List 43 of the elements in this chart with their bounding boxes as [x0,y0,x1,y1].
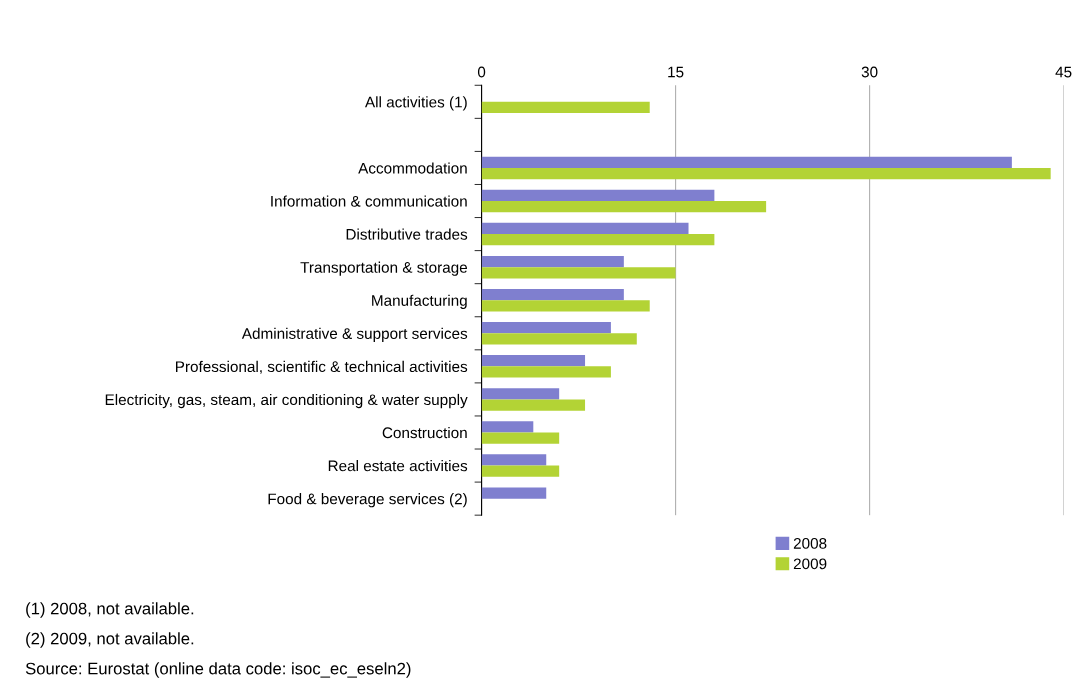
bar [481,322,611,334]
bar [481,355,586,367]
bar [481,255,624,268]
y-tick-label: Distributive trades [346,228,468,240]
source-note: Source: Eurostat (online data code: isoc_ec_eseln2) [25,662,411,678]
bar [481,156,1012,168]
bar [481,267,676,279]
text: (1) 2008, not available. [26,602,194,618]
y-tick-label: Information & communication [271,195,467,207]
bar [481,487,547,499]
bar [481,333,637,345]
legend-label: 2008 [793,538,827,549]
y-tick-label: Construction [382,426,467,439]
x-tick-label: 0 [477,66,486,78]
bar [481,421,534,433]
y-tick-label: Administrative & support services [241,327,468,342]
bar [481,189,715,202]
bar [481,201,767,213]
bar [481,288,624,301]
y-tick-label: Manufacturing [372,294,467,309]
bar [481,465,560,477]
y-tick-label: Real estate activities [328,460,468,472]
legend-label: 2009 [793,558,827,570]
bar [481,454,547,466]
y-tick-label: Transportation & storage [300,261,468,276]
y-tick-label: Electricity, gas, steam, air conditioning & water supply [105,393,468,409]
y-tick-label: All activities (1) [364,96,467,111]
bar [481,432,560,444]
text: (2) 2009, not available. [26,632,194,648]
y-tick-label: Professional, scientific & technical activities [176,360,468,374]
x-tick-label: 45 [1055,66,1072,78]
bar [481,234,715,246]
bar [481,300,650,312]
bar [481,366,611,378]
x-tick-label: 15 [668,66,684,78]
y-tick-label: Food & beverage services (2) [268,493,467,508]
bar [481,167,1051,180]
x-tick-label: 30 [861,66,878,78]
y-tick-label: Accommodation [358,162,467,174]
bar [481,399,586,411]
bar [481,388,560,400]
bar [481,101,650,114]
bar [481,222,689,235]
